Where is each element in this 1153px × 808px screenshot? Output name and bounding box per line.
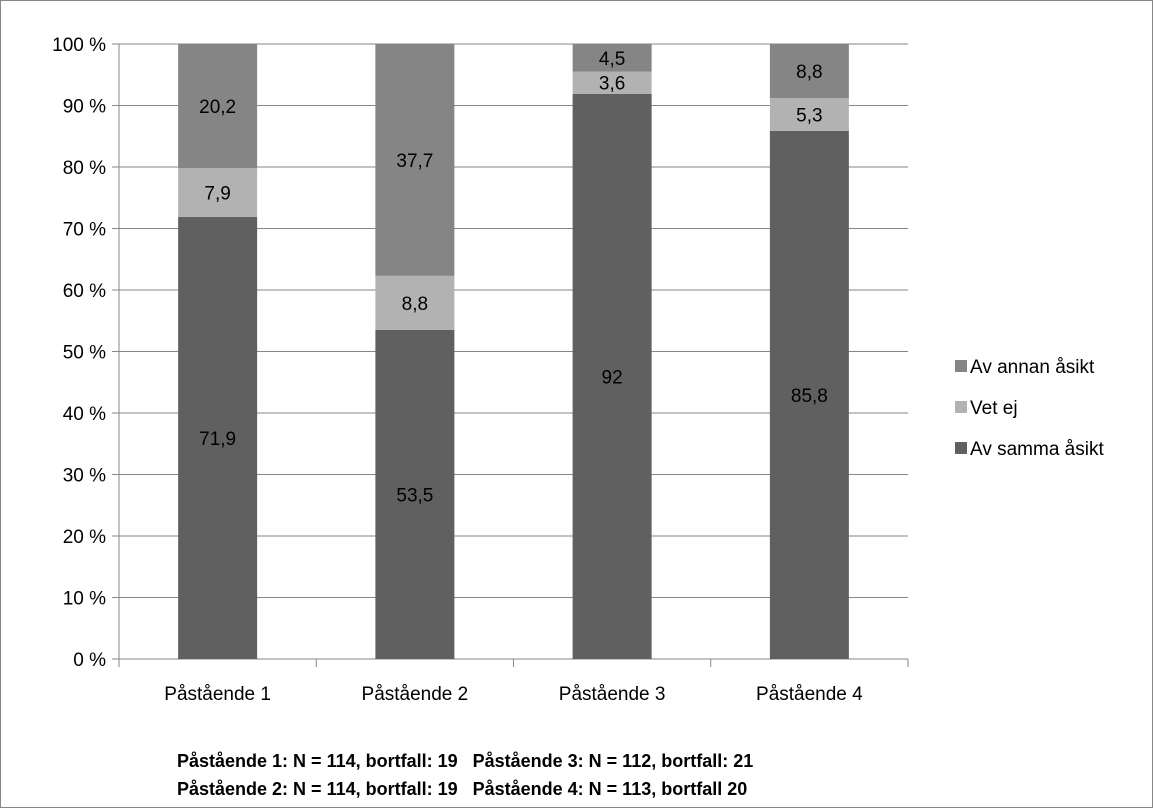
data-label: 53,5	[396, 485, 433, 506]
data-label: 8,8	[796, 62, 822, 83]
y-tick-label: 80 %	[63, 158, 106, 179]
x-tick-label: Påstående 3	[559, 684, 666, 705]
data-label: 7,9	[204, 184, 230, 205]
legend-label: Av samma åsikt	[970, 439, 1104, 460]
legend-label: Av annan åsikt	[970, 357, 1095, 378]
legend-label: Vet ej	[970, 398, 1018, 419]
bar-segment	[375, 275, 455, 330]
legend-swatch	[955, 360, 967, 372]
data-label: 4,5	[599, 49, 625, 70]
y-tick-label: 100 %	[52, 35, 106, 56]
data-label: 3,6	[599, 74, 625, 95]
bar-segment	[178, 44, 258, 169]
sample-note-line-1: Påstående 1: N = 114, bortfall: 19 Påstå…	[177, 751, 754, 771]
y-tick-label: 70 %	[63, 220, 106, 241]
y-tick-label: 90 %	[63, 97, 106, 118]
data-label: 71,9	[199, 429, 236, 450]
y-tick-label: 30 %	[63, 466, 106, 487]
y-tick-label: 10 %	[63, 589, 106, 610]
data-label: 92	[602, 367, 623, 388]
bar-segment	[375, 329, 455, 659]
y-tick-label: 20 %	[63, 527, 106, 548]
legend-swatch	[955, 401, 967, 413]
y-tick-label: 0 %	[73, 650, 106, 671]
bar-segment	[769, 98, 849, 131]
bar-segment	[769, 44, 849, 99]
bar-segment	[572, 44, 652, 72]
bar-segment	[375, 44, 455, 276]
data-label: 20,2	[199, 97, 236, 118]
y-tick-label: 60 %	[63, 281, 106, 302]
y-tick-label: 50 %	[63, 343, 106, 364]
data-label: 85,8	[791, 386, 828, 407]
x-tick-label: Påstående 1	[164, 684, 271, 705]
bar-segment	[572, 71, 652, 94]
bar-segment	[572, 93, 652, 659]
x-tick-label: Påstående 2	[362, 684, 469, 705]
y-tick-label: 40 %	[63, 404, 106, 425]
data-label: 37,7	[396, 151, 433, 172]
bar-segment	[769, 130, 849, 659]
data-label: 8,8	[402, 294, 428, 315]
bar-segment	[178, 216, 258, 659]
legend-swatch	[955, 442, 967, 454]
sample-note-line-2: Påstående 2: N = 114, bortfall: 19 Påstå…	[177, 779, 748, 799]
bar-segment	[178, 168, 258, 217]
x-tick-label: Påstående 4	[756, 684, 863, 705]
data-label: 5,3	[796, 105, 822, 126]
